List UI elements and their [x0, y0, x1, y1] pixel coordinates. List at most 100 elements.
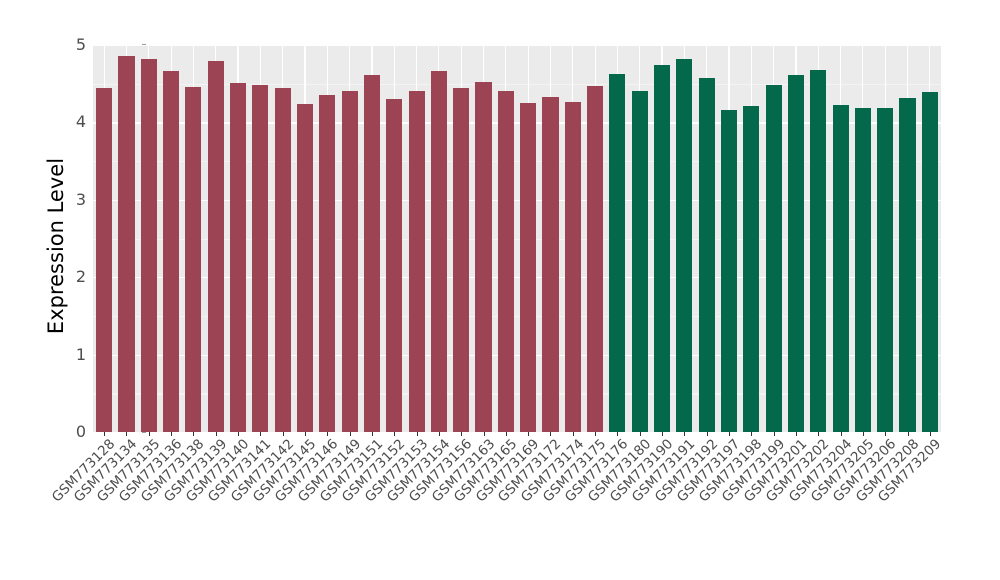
x-tick-mark: [773, 432, 775, 436]
bar: [363, 75, 380, 432]
gridline-minor: [93, 393, 941, 395]
bar: [230, 82, 247, 432]
bar: [185, 86, 202, 432]
bar: [854, 107, 871, 432]
bar: [587, 86, 604, 432]
bar: [676, 58, 693, 432]
x-tick-mark: [528, 432, 530, 436]
bar-series: [93, 45, 941, 432]
x-tick-label: GSM773202: [763, 436, 833, 506]
bar: [542, 96, 559, 432]
bar: [453, 88, 470, 432]
x-tick-label: GSM773141: [205, 436, 275, 506]
x-tick-label: GSM773205: [807, 436, 878, 506]
bar: [341, 90, 358, 432]
x-tick-label: GSM773156: [406, 436, 476, 506]
bar: [386, 99, 403, 432]
x-tick-mark: [438, 432, 440, 436]
bar: [408, 91, 425, 432]
bar: [743, 106, 760, 432]
y-tick-label: 2: [75, 267, 86, 287]
bar: [475, 82, 492, 432]
x-tick-label: GSM773128: [49, 436, 119, 506]
gridline-major: [93, 277, 941, 279]
x-tick-mark: [885, 432, 887, 436]
x-tick-label: GSM773204: [785, 436, 855, 506]
x-axis-tick-labels: GSM773128 GSM773134 GSM773135 GSM773136 GSM7…: [0, 436, 1000, 580]
bar: [296, 103, 314, 432]
x-tick-label: GSM773192: [651, 436, 721, 506]
x-tick-mark: [394, 432, 396, 436]
x-tick-label: GSM773139: [160, 436, 231, 506]
bar: [631, 91, 648, 432]
x-tick-label: GSM773134: [71, 436, 141, 506]
bar: [118, 55, 135, 432]
x-tick-mark: [126, 432, 128, 436]
x-tick-label: GSM773208: [852, 436, 922, 506]
x-tick-mark: [260, 432, 262, 436]
x-tick-mark: [349, 432, 351, 436]
bar: [140, 58, 157, 432]
bar: [252, 85, 269, 432]
x-tick-label: GSM773190: [606, 436, 677, 506]
gridline-major: [93, 199, 941, 202]
x-tick-label: GSM773153: [361, 436, 431, 506]
x-tick-mark: [684, 432, 686, 436]
x-tick-label: GSM773140: [182, 436, 253, 506]
gridline-minor: [93, 83, 941, 85]
x-tick-label: GSM773198: [696, 436, 766, 506]
bar: [520, 103, 537, 432]
x-tick-label: GSM773151: [316, 436, 387, 506]
x-tick-mark: [238, 432, 240, 436]
x-tick-label: GSM773191: [629, 436, 699, 506]
x-tick-label: GSM773165: [450, 436, 521, 506]
x-tick-label: GSM773145: [249, 436, 320, 506]
bar: [921, 92, 938, 432]
x-tick-mark: [215, 432, 217, 436]
x-tick-mark: [929, 432, 931, 436]
y-tick-mark: [142, 431, 146, 433]
gridline-minor: [93, 238, 941, 240]
bar: [698, 77, 715, 432]
bar: [787, 75, 804, 432]
x-tick-mark: [148, 432, 150, 436]
x-tick-label: GSM773138: [138, 436, 208, 506]
x-tick-mark: [795, 432, 797, 436]
x-tick-label: GSM773175: [539, 436, 610, 506]
x-tick-label: GSM773163: [428, 436, 498, 506]
x-tick-label: GSM773201: [740, 436, 811, 506]
x-tick-mark: [595, 432, 597, 436]
bar: [319, 95, 336, 432]
x-tick-label: GSM773152: [339, 436, 409, 506]
x-tick-mark: [706, 432, 708, 436]
x-tick-mark: [662, 432, 664, 436]
x-tick-label: GSM773174: [517, 436, 588, 506]
bar: [96, 87, 113, 432]
x-tick-mark: [572, 432, 574, 436]
bar: [497, 90, 514, 432]
x-tick-mark: [639, 432, 641, 436]
bar: [899, 98, 916, 432]
x-tick-label: GSM773146: [272, 436, 342, 506]
x-tick-mark: [907, 432, 909, 436]
x-tick-label: GSM773172: [495, 436, 565, 506]
bar: [564, 101, 581, 432]
x-tick-label: GSM773197: [673, 436, 744, 506]
x-tick-mark: [171, 432, 173, 436]
x-tick-mark: [550, 432, 552, 436]
x-tick-mark: [483, 432, 485, 436]
x-tick-mark: [617, 432, 619, 436]
gridline-minor: [93, 315, 941, 318]
gridline-major: [93, 354, 941, 356]
y-tick-label: 4: [75, 112, 86, 132]
plot-panel: [93, 45, 941, 432]
x-tick-label: GSM773209: [874, 436, 945, 506]
x-tick-mark: [282, 432, 284, 436]
x-tick-label: GSM773135: [93, 436, 164, 506]
bar: [720, 110, 738, 432]
x-tick-label: GSM773142: [227, 436, 297, 506]
bar: [207, 61, 224, 432]
x-tick-label: GSM773180: [584, 436, 655, 506]
x-tick-mark: [104, 432, 106, 436]
